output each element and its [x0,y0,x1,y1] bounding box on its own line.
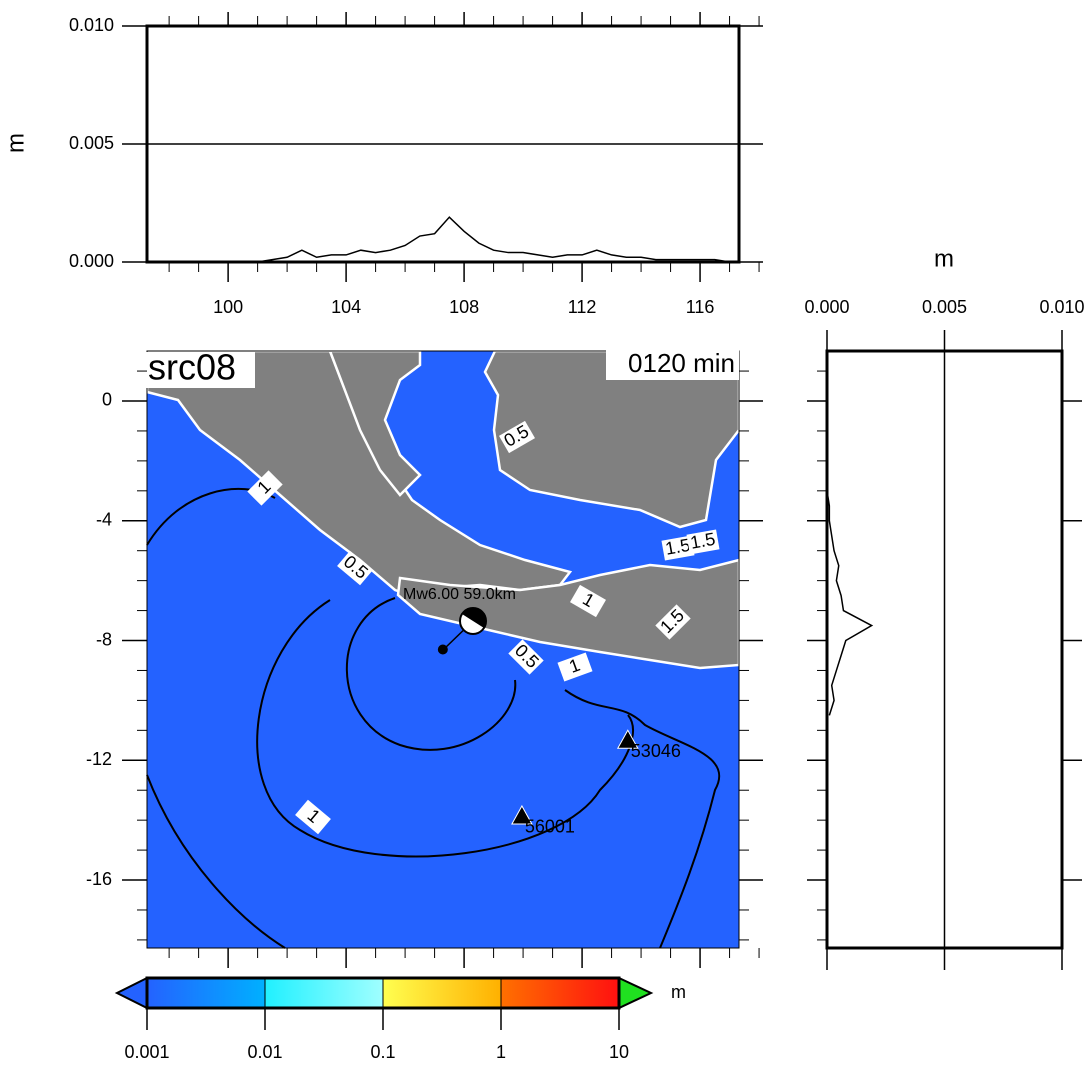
y-tick-label: 0.000 [69,251,114,271]
map-frame [146,350,740,949]
y-tick-label: 0.010 [69,15,114,35]
contour-line [146,774,286,949]
land [145,349,741,670]
x-tick-label: 100 [213,297,243,317]
colorbar-tick-label: 0.1 [370,1042,395,1062]
contour-label-box [557,652,593,682]
contours [146,487,721,949]
colorbar-tick-label: 1 [496,1042,506,1062]
colorbar-tick-label: 0.001 [124,1042,169,1062]
right-x-label: m [934,245,954,272]
colorbar-unit: m [671,982,686,1002]
colorbar-tick-label: 10 [609,1042,629,1062]
y-tick-label: -12 [86,749,112,769]
colorbar-under [114,976,148,1010]
contour-label-box [295,799,331,835]
x-tick-label: 0.010 [1039,297,1084,317]
time-label: 0120 min [628,348,735,378]
contour-label-box [499,420,535,454]
event-label: Mw6.00 59.0km [403,586,516,603]
y-tick-label: 0 [102,390,112,410]
time-box [606,350,739,380]
beachball-quadrant [462,607,487,628]
contour-label-box [686,529,720,555]
contour-line [256,599,634,858]
title-box [143,352,255,388]
contour-label-box [337,550,373,586]
colorbar-segment [264,977,384,1009]
x-tick-label: 104 [331,297,361,317]
map-title: src08 [148,347,236,388]
map [145,349,741,949]
y-tick-label: -4 [96,510,112,530]
station-label: 53046 [631,741,681,761]
colorbar-over [618,976,654,1010]
x-tick-label: 112 [568,297,597,317]
station-marker [616,729,639,749]
epicenter [437,644,448,655]
x-tick-label: 0.005 [922,297,967,317]
y-tick-label: -16 [86,869,112,889]
land-peninsula [328,349,422,497]
contour-label-box [508,639,544,675]
profile-line [826,490,874,716]
contour-label-box [570,584,606,618]
colorbar-segment [146,977,266,1009]
top-y-label: m [2,133,29,153]
colorbar-segment [382,977,502,1009]
x-tick-label: 108 [449,297,479,317]
contour-label-box [247,470,283,506]
contour-label: 1.5 [664,535,692,559]
x-tick-label: 116 [686,297,715,317]
profile-line [257,216,730,263]
land-borneo [483,349,741,529]
y-tick-label: -8 [96,629,112,649]
contour-label-box [661,535,695,561]
colorbar-segment [500,977,620,1009]
contour-line [564,689,721,949]
contour-label-box [655,604,691,640]
contour-label: 1.5 [689,529,717,553]
station-label: 56001 [525,817,575,837]
contour-line [345,597,517,751]
colorbar-tick-label: 0.01 [247,1042,282,1062]
y-tick-label: 0.005 [69,133,114,153]
station-marker [511,804,533,825]
x-tick-label: 0.000 [804,297,849,317]
